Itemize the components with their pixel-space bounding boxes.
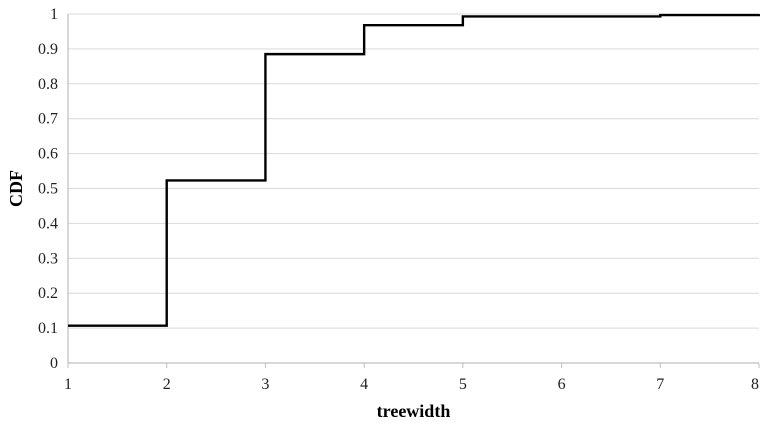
y-tick-label: 0.9 [38,41,58,58]
series-group [68,13,760,327]
y-tick-label: 0.8 [38,76,58,93]
x-tick-label: 6 [558,376,566,393]
x-tick-label: 2 [163,376,171,393]
y-axis-title: CDF [6,170,26,207]
x-axis-title: treewidth [377,401,451,421]
x-tick-label: 7 [656,376,664,393]
axes [67,14,759,364]
y-tick-labels: 0 0.1 0.2 0.3 0.4 0.5 0.6 0.7 0.8 0.9 1 [38,6,58,372]
cdf-series-line [68,13,760,327]
x-tick-label: 8 [751,376,759,393]
y-tick-label: 0.1 [38,320,58,337]
y-tick-label: 0.3 [38,250,58,267]
y-tick-label: 0.4 [38,215,58,232]
x-tick-label: 4 [360,376,368,393]
x-tick-label: 5 [459,376,467,393]
y-tick-label: 1 [50,6,58,23]
x-tick-label: 1 [64,376,72,393]
x-tick-labels: 1 2 3 4 5 6 7 8 [64,363,760,393]
y-tick-label: 0.7 [38,111,58,128]
y-tick-label: 0.6 [38,146,58,163]
y-tick-label: 0.2 [38,285,58,302]
x-tick-label: 3 [261,376,269,393]
y-tick-label: 0.5 [38,181,58,198]
gridlines [68,13,759,329]
y-tick-label: 0 [50,355,58,372]
